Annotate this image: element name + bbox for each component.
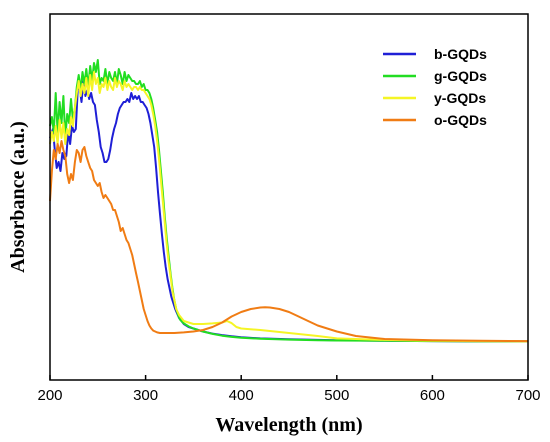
series-line-y-gqds [49, 71, 529, 343]
legend-label-o-gqds: o-GQDs [434, 112, 487, 128]
legend-label-y-gqds: y-GQDs [434, 90, 486, 106]
series-line-o-gqds [49, 140, 529, 343]
x-tick-label: 400 [229, 387, 254, 404]
series-layer [49, 59, 529, 343]
legend-label-b-gqds: b-GQDs [434, 46, 487, 62]
x-tick-label: 700 [515, 387, 540, 404]
x-tick-label: 600 [420, 387, 445, 404]
x-axis: 200 300 400 500 600 700 [37, 375, 541, 404]
x-tick-label: 500 [324, 387, 349, 404]
legend-label-g-gqds: g-GQDs [434, 68, 487, 84]
y-axis-title: Absorbance (a.u.) [7, 121, 29, 273]
x-tick-label: 300 [133, 387, 158, 404]
x-axis-title: Wavelength (nm) [215, 414, 362, 436]
plot-frame [49, 13, 529, 381]
legend: b-GQDs g-GQDs y-GQDs o-GQDs [383, 46, 487, 128]
x-tick-label: 200 [37, 387, 62, 404]
